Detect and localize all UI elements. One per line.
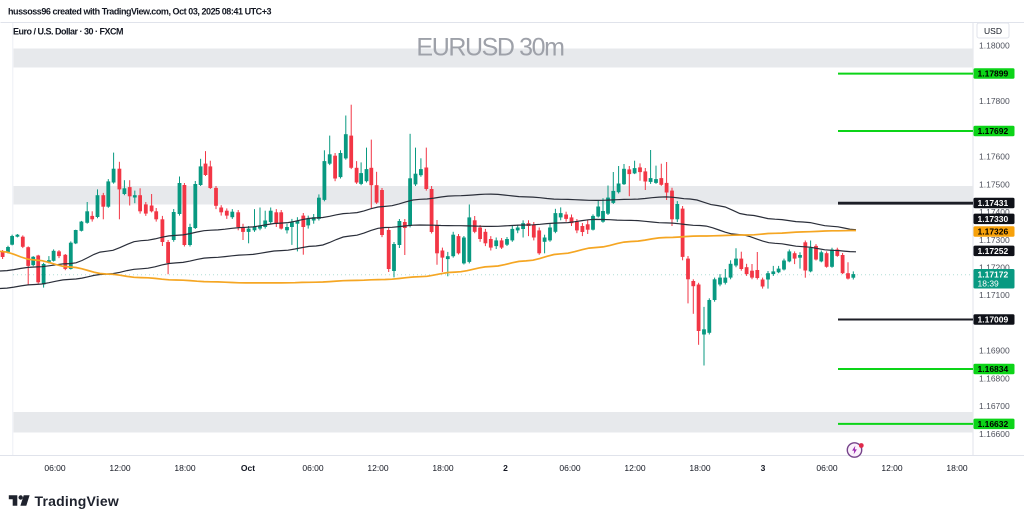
svg-text:1.16632: 1.16632	[978, 419, 1009, 429]
svg-text:06:00: 06:00	[559, 463, 581, 473]
svg-text:1.17100: 1.17100	[979, 290, 1010, 300]
svg-text:1.17899: 1.17899	[978, 69, 1009, 79]
svg-text:18:00: 18:00	[689, 463, 711, 473]
svg-text:1.17330: 1.17330	[978, 214, 1009, 224]
svg-text:06:00: 06:00	[44, 463, 66, 473]
svg-text:1.17172: 1.17172	[978, 270, 1009, 280]
svg-text:12:00: 12:00	[881, 463, 903, 473]
svg-text:3: 3	[761, 463, 766, 473]
svg-text:2: 2	[503, 463, 508, 473]
svg-text:06:00: 06:00	[302, 463, 324, 473]
svg-text:1.17600: 1.17600	[979, 152, 1010, 162]
svg-text:06:00: 06:00	[816, 463, 838, 473]
svg-text:USD: USD	[984, 26, 1002, 36]
svg-text:12:00: 12:00	[367, 463, 389, 473]
svg-text:1.16800: 1.16800	[979, 373, 1010, 383]
svg-text:18:39: 18:39	[978, 279, 1000, 289]
svg-text:1.18000: 1.18000	[979, 41, 1010, 51]
svg-text:1.17252: 1.17252	[978, 246, 1009, 256]
svg-text:1.17692: 1.17692	[978, 126, 1009, 136]
svg-text:1.17400: 1.17400	[979, 207, 1010, 217]
svg-text:1.17500: 1.17500	[979, 179, 1010, 189]
svg-text:1.16700: 1.16700	[979, 401, 1010, 411]
svg-text:EURUSD 30m: EURUSD 30m	[416, 34, 564, 62]
svg-text:1.17300: 1.17300	[979, 235, 1010, 245]
svg-text:hussoss96 created with Trading: hussoss96 created with TradingView.com, …	[8, 7, 272, 17]
svg-text:Oct: Oct	[241, 463, 255, 473]
svg-text:1.17800: 1.17800	[979, 96, 1010, 106]
svg-text:12:00: 12:00	[624, 463, 646, 473]
svg-text:TradingView: TradingView	[35, 493, 119, 509]
svg-text:1.17009: 1.17009	[978, 315, 1009, 325]
svg-text:1.16834: 1.16834	[978, 364, 1009, 374]
svg-text:1.16900: 1.16900	[979, 346, 1010, 356]
svg-text:18:00: 18:00	[432, 463, 454, 473]
svg-text:18:00: 18:00	[946, 463, 968, 473]
svg-text:12:00: 12:00	[109, 463, 131, 473]
svg-text:1.16600: 1.16600	[979, 429, 1010, 439]
svg-text:1.17200: 1.17200	[979, 263, 1010, 273]
svg-text:Euro / U.S. Dollar · 30 · FXCM: Euro / U.S. Dollar · 30 · FXCM	[13, 27, 123, 37]
svg-text:18:00: 18:00	[174, 463, 196, 473]
svg-text:1.17431: 1.17431	[978, 198, 1009, 208]
svg-text:1.17326: 1.17326	[978, 227, 1009, 237]
